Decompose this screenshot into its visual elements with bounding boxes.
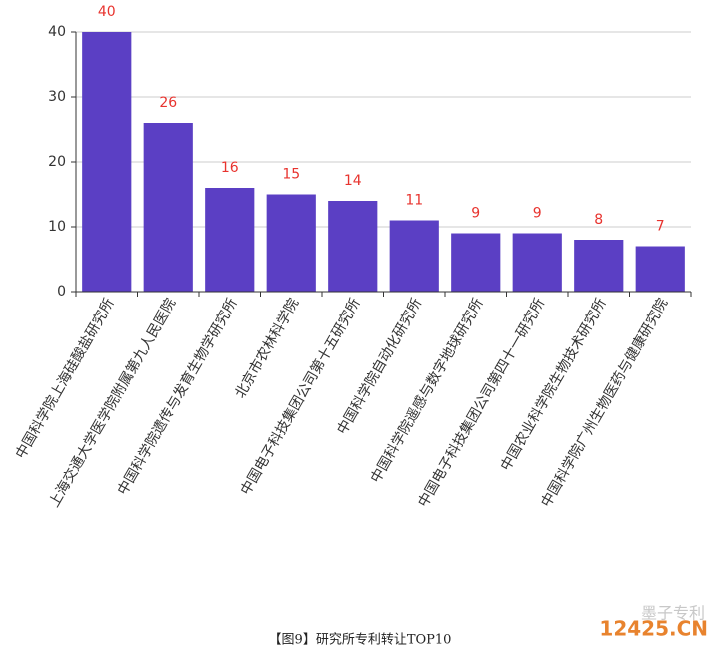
bar	[266, 194, 316, 292]
value-label: 9	[533, 206, 542, 222]
x-tick-label: 上海交通大学医学院附属第九人民医院	[45, 296, 179, 511]
y-tick-label: 30	[48, 89, 66, 105]
y-tick-label: 10	[48, 219, 66, 235]
x-tick-label: 中国电子科技集团公司第十五研究所	[237, 296, 364, 498]
value-label: 15	[282, 167, 300, 183]
x-tick-label: 中国电子科技集团公司第四十一研究所	[414, 296, 548, 511]
y-tick-label: 40	[48, 24, 66, 40]
value-label: 8	[594, 212, 603, 228]
bar	[205, 188, 255, 292]
value-label: 26	[159, 95, 177, 111]
x-tick-label: 北京市农林科学院	[231, 296, 302, 401]
value-label: 40	[98, 4, 116, 20]
bar	[389, 220, 439, 292]
bar	[328, 201, 378, 292]
bar	[574, 240, 624, 292]
value-label: 11	[405, 193, 423, 209]
watermark: 12425.CN	[599, 617, 708, 641]
watermark: 墨子专利	[641, 604, 705, 623]
bar	[512, 233, 562, 292]
value-label: 14	[344, 173, 362, 189]
bar	[635, 246, 685, 292]
bar	[451, 233, 501, 292]
caption: 【图9】研究所专利转让TOP10	[269, 633, 452, 648]
value-label: 9	[471, 206, 480, 222]
y-tick-label: 0	[57, 284, 66, 300]
x-tick-label: 中国科学院遥感与数字地球研究所	[367, 296, 487, 486]
x-tick-label: 中国科学院遗传与发育生物学研究所	[115, 296, 241, 498]
bar	[143, 123, 193, 292]
value-label: 16	[221, 160, 239, 176]
x-tick-label: 中国科学院广州生物医药与健康研究院	[537, 296, 671, 511]
y-tick-label: 20	[48, 154, 66, 170]
bar	[82, 32, 132, 292]
x-tick-label: 中国农业科学院生物技术研究所	[498, 296, 610, 474]
value-label: 7	[656, 219, 665, 235]
